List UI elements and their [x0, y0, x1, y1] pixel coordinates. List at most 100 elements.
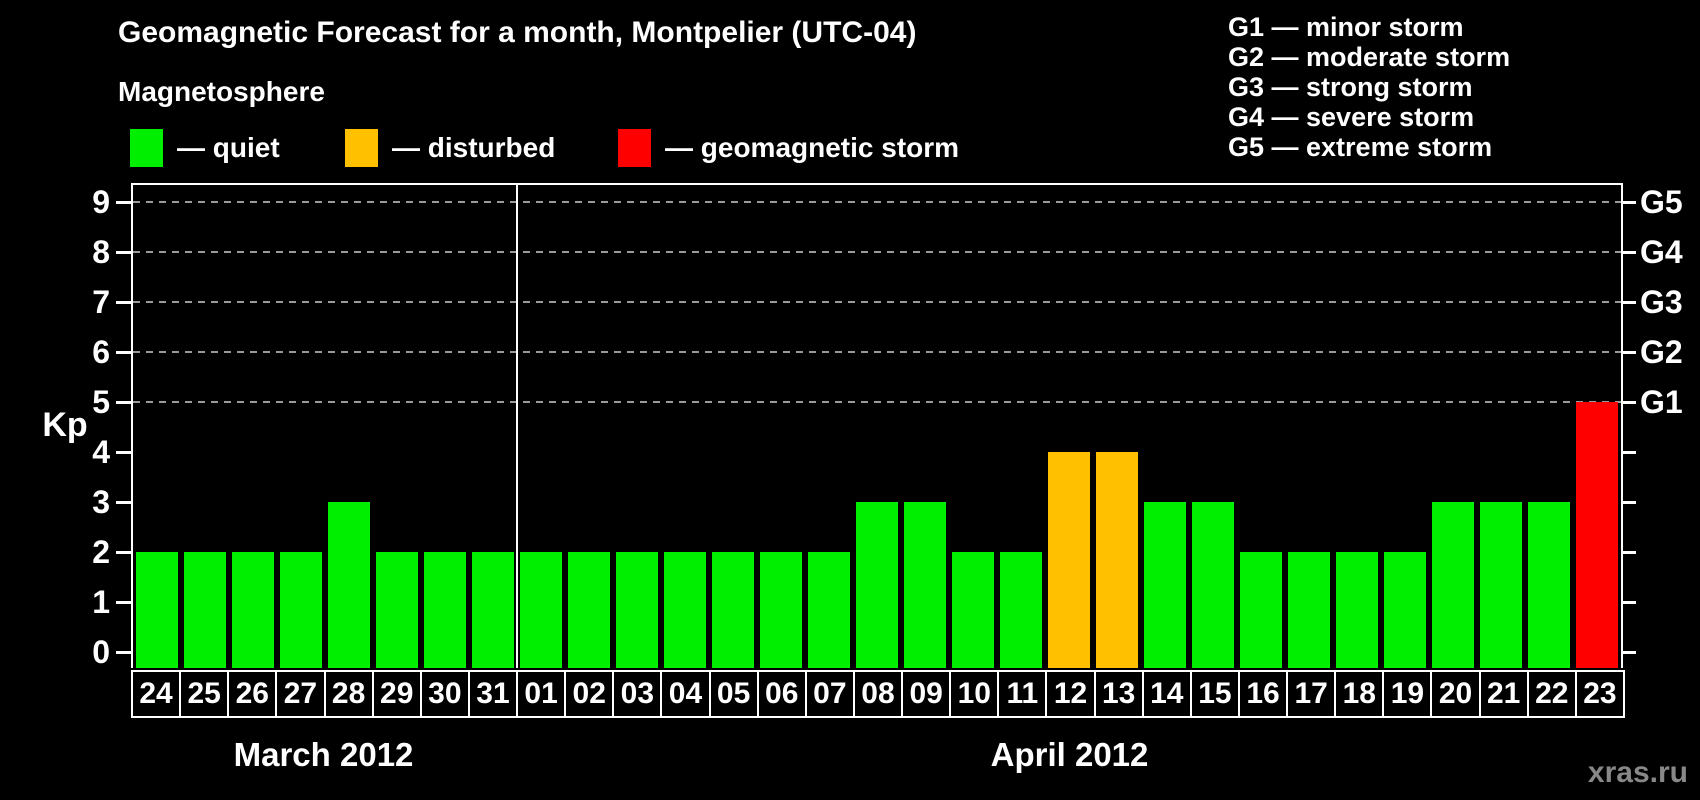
y-tick-label-9: 9: [92, 184, 110, 220]
left-tick-0: [116, 651, 131, 654]
kp-bar: [280, 552, 322, 668]
left-tick-9: [116, 201, 131, 204]
gridline-kp7: [133, 301, 1621, 303]
y-tick-label-3: 3: [92, 484, 110, 520]
day-label-cell: 16: [1237, 670, 1289, 718]
kp-bar: [1000, 552, 1042, 668]
kp-bar: [1480, 502, 1522, 668]
right-tick-2: [1621, 551, 1636, 554]
kp-bar: [808, 552, 850, 668]
day-label-cell: 22: [1526, 670, 1577, 718]
y-tick-label-2: 2: [92, 534, 110, 570]
kp-bar: [1096, 452, 1138, 668]
right-tick-7: [1621, 301, 1636, 304]
day-label-cell: 26: [227, 670, 278, 718]
kp-bar: [376, 552, 418, 668]
day-label-cell: 25: [179, 670, 230, 718]
quiet-color-swatch: [130, 129, 163, 167]
day-label-cell: 18: [1334, 670, 1385, 718]
kp-bar: [1288, 552, 1330, 668]
day-label-cell: 10: [949, 670, 1000, 718]
magnetosphere-label: Magnetosphere: [118, 76, 325, 107]
legend-item-quiet: — quiet: [130, 128, 280, 168]
right-tick-5: [1621, 401, 1636, 404]
gridline-kp9: [133, 201, 1621, 203]
kp-bar: [184, 552, 226, 668]
kp-bar: [904, 502, 946, 668]
g1-legend-line: G1 — minor storm: [1228, 12, 1464, 42]
month-label-april: April 2012: [990, 736, 1149, 773]
day-label-cell: 23: [1574, 670, 1625, 718]
day-axis-row: 24 25 26 27 28 29 30 31 01 02 03 04 05 06 07 08 09 10 11 12…: [131, 670, 1627, 718]
day-label-cell: 11: [997, 670, 1048, 718]
legend-item-disturbed: — disturbed: [345, 128, 555, 168]
storm-scale-legend: G1 — minor storm G2 — moderate storm G3 …: [1228, 12, 1510, 162]
day-label-cell: 14: [1141, 670, 1192, 718]
day-label-cell: 01: [516, 670, 567, 718]
kp-bar: [616, 552, 658, 668]
legend-item-storm: — geomagnetic storm: [618, 128, 959, 168]
month-label-march: March 2012: [233, 736, 414, 773]
left-tick-7: [116, 301, 131, 304]
day-label-cell: 09: [901, 670, 952, 718]
y-tick-label-0: 0: [92, 634, 110, 670]
storm-label: — geomagnetic storm: [665, 132, 960, 163]
chart-title: Geomagnetic Forecast for a month, Montpe…: [118, 16, 917, 49]
storm-color-swatch: [618, 129, 651, 167]
kp-bar: [1576, 402, 1618, 668]
kp-bar: [1528, 502, 1570, 668]
right-tick-0: [1621, 651, 1636, 654]
day-label-cell: 31: [467, 670, 519, 718]
right-tick-9: [1621, 201, 1636, 204]
kp-bar: [856, 502, 898, 668]
left-tick-4: [116, 451, 131, 454]
g4-legend-line: G4 — severe storm: [1228, 102, 1475, 132]
kp-bar: [1432, 502, 1474, 668]
left-tick-6: [116, 351, 131, 354]
kp-bar: [1144, 502, 1186, 668]
y-tick-label-6: 6: [92, 334, 110, 370]
g2-legend-line: G2 — moderate storm: [1228, 42, 1511, 72]
disturbed-color-swatch: [345, 129, 378, 167]
g-axis-label-G3: G3: [1640, 284, 1683, 320]
y-tick-label-1: 1: [92, 584, 110, 620]
g-axis-label-G2: G2: [1640, 334, 1683, 370]
right-tick-6: [1621, 351, 1636, 354]
day-label-cell: 27: [275, 670, 326, 718]
day-label-cell: 29: [371, 670, 422, 718]
day-label-cell: 05: [708, 670, 759, 718]
kp-bar: [1240, 552, 1282, 668]
day-label-cell: 08: [852, 670, 904, 718]
day-label-cell: 21: [1478, 670, 1529, 718]
day-label-cell: 06: [756, 670, 807, 718]
left-tick-3: [116, 501, 131, 504]
left-tick-2: [116, 551, 131, 554]
kp-bar: [1192, 502, 1234, 668]
disturbed-label: — disturbed: [392, 132, 556, 163]
kp-bar: [952, 552, 994, 668]
right-tick-8: [1621, 251, 1636, 254]
day-label-cell: 13: [1093, 670, 1144, 718]
left-tick-8: [116, 251, 131, 254]
right-tick-1: [1621, 601, 1636, 604]
day-label-cell: 15: [1189, 670, 1240, 718]
y-axis-title: Kp: [42, 406, 88, 444]
gridline-kp5: [133, 401, 1621, 403]
day-label-cell: 02: [564, 670, 615, 718]
kp-bar: [328, 502, 370, 668]
day-label-cell: 30: [419, 670, 470, 718]
day-label-cell: 28: [323, 670, 374, 718]
g5-legend-line: G5 — extreme storm: [1228, 132, 1493, 162]
day-label-cell: 12: [1045, 670, 1096, 718]
quiet-label: — quiet: [177, 132, 280, 163]
left-tick-5: [116, 401, 131, 404]
day-label-cell: 24: [131, 670, 182, 718]
right-tick-3: [1621, 501, 1636, 504]
day-label-cell: 17: [1286, 670, 1337, 718]
right-tick-4: [1621, 451, 1636, 454]
month-separator-line: [516, 185, 518, 668]
g3-legend-line: G3 — strong storm: [1228, 72, 1473, 102]
kp-bar: [520, 552, 562, 668]
kp-bar: [760, 552, 802, 668]
